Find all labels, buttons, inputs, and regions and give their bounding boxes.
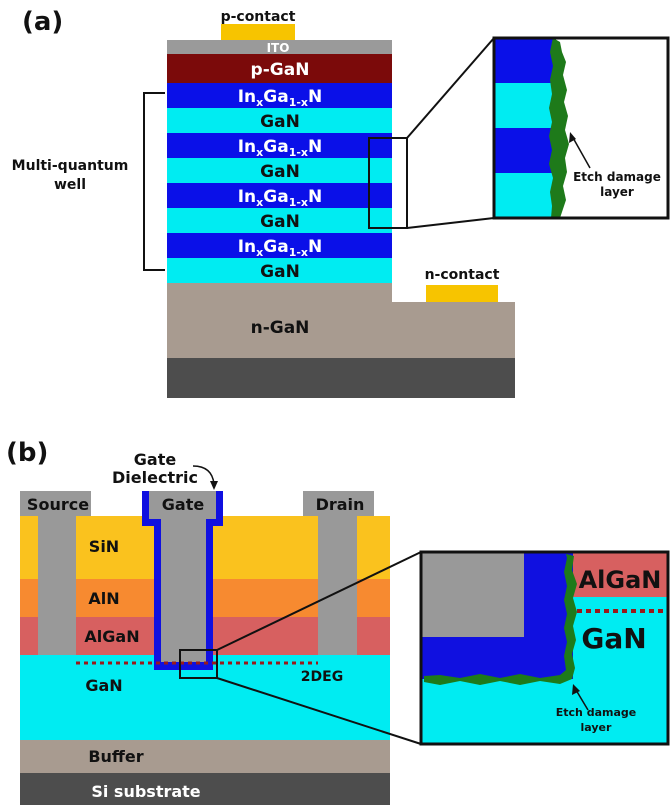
zoom-region-b [179,649,218,679]
ingan-layer-1 [167,83,392,108]
gate-contact [149,491,216,662]
drain-contact [303,491,374,655]
zoom-connector-b-bottom [216,677,422,745]
substrate-layer-a [167,358,515,398]
buffer-layer [20,740,390,773]
ingan-label-3: InxGa1-xN [238,187,323,209]
gan-layer-1 [167,108,392,133]
zoom-connector-b-top [216,551,422,651]
mqw-bracket [143,92,165,271]
ingan-layer-3 [167,183,392,208]
n-gan-label: n-GaN [251,318,310,338]
p-contact-label: p-contact [221,9,296,25]
inset-b-arrow-line [575,689,589,711]
p-gan-label: p-GaN [251,60,310,80]
gate-label: Gate [162,495,205,514]
inset-b-gan-label: GaN [581,622,646,655]
gan-layer-2 [167,158,392,183]
inset-b-etch-label-line1: Etch damage [556,706,636,719]
inset-b-arrow-head [572,684,580,695]
ingan-label-1: InxGa1-xN [238,87,323,109]
si-substrate-label: Si substrate [91,782,200,801]
mqw-label-line1: Multi-quantum [12,158,129,174]
inset-b-algan [571,552,668,597]
aln-label: AlN [88,589,119,608]
inset-b-algan-label: AlGaN [579,566,662,594]
p-gan-layer [167,54,392,83]
ito-label: ITO [267,41,290,55]
source-label: Source [27,495,89,514]
buffer-label: Buffer [88,747,143,766]
inset-a-ingan-2 [494,128,556,173]
n-gan-layer [167,283,515,358]
panel-b-label: (b) [6,438,48,468]
inset-b-frame [419,550,670,746]
gate-dielectric-arrow-head [210,481,218,490]
ingan-label-2: InxGa1-xN [238,137,323,159]
gan-label-3: GaN [260,212,300,232]
gan-layer-4 [167,258,392,283]
ito-layer [167,40,392,54]
inset-a-frame [492,36,670,220]
si-substrate-layer [20,773,390,805]
drain-label: Drain [316,495,365,514]
gate-dielectric-label-line2: Dielectric [112,468,198,487]
p-contact-pad [221,24,295,40]
inset-a-etch-label-line1: Etch damage [573,170,661,184]
twodeg-label: 2DEG [301,669,343,685]
inset-a-gan-2 [494,173,556,218]
panel-a-label: (a) [22,7,63,37]
n-contact-pad [426,285,498,302]
gan-label-2: GaN [260,162,300,182]
inset-a-etch-damage-layer [549,38,569,218]
gate-dielectric-label-line1: Gate [134,450,177,469]
inset-a-etch-label-line2: layer [600,185,634,199]
gan-label-4: GaN [260,262,300,282]
sin-label: SiN [89,537,119,556]
n-contact-label: n-contact [425,267,500,283]
ingan-label-4: InxGa1-xN [238,237,323,259]
ingan-layer-4 [167,233,392,258]
inset-b-etch-label-line2: layer [581,721,612,734]
inset-b-gate-metal [421,552,524,637]
ingan-layer-2 [167,133,392,158]
inset-a-gan-1 [494,83,556,128]
gan-label-b: GaN [85,676,122,695]
mqw-label-line2: well [54,177,86,193]
zoom-region-a [368,137,408,229]
zoom-connector-a-bottom [406,217,495,229]
algan-label: AlGaN [84,627,139,646]
inset-a-arrow-line [571,135,591,169]
gan-label-1: GaN [260,112,300,132]
gan-layer-3 [167,208,392,233]
zoom-connector-a-top [406,37,495,139]
inset-a-arrow-head [569,132,576,143]
source-contact [20,491,91,655]
inset-a-ingan-1 [494,38,556,83]
